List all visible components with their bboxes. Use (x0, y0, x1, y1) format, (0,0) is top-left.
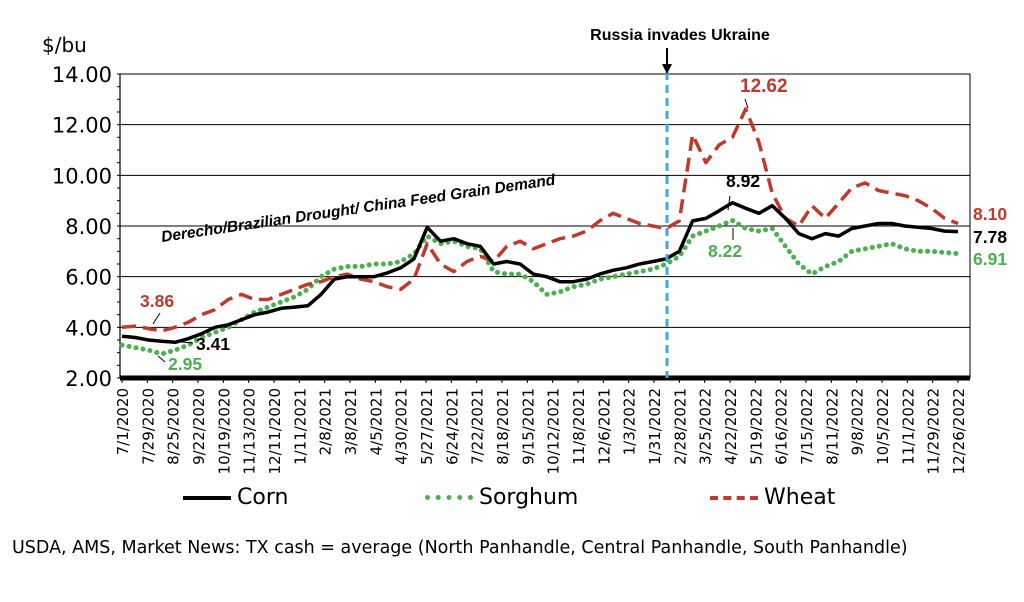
point-label: 3.86 (140, 291, 174, 311)
point-label: 6.91 (973, 249, 1007, 269)
event-line-label: Russia invades Ukraine (590, 27, 770, 44)
series-lines (119, 107, 961, 357)
x-tick-label: 7/1/2020 (114, 388, 132, 455)
price-chart: $/bu 2.00 4.00 6.00 8.00 10.00 12.00 14.00 7/1… (42, 27, 1007, 474)
legend-wheat-label: Wheat (764, 485, 836, 510)
x-tick-label: 2/8/2021 (317, 388, 335, 455)
point-label: 3.41 (196, 334, 230, 354)
x-tick-label: 3/8/2021 (342, 388, 360, 455)
point-label: 7.78 (973, 227, 1007, 247)
point-label: 12.62 (740, 76, 788, 97)
x-tick-label: 11/13/2020 (241, 388, 259, 474)
point-label: 8.22 (708, 241, 742, 261)
x-tick-label: 5/19/2022 (747, 388, 765, 465)
leader-line (152, 312, 161, 325)
x-tick-label: 10/5/2022 (874, 388, 892, 465)
y-tick-label: 14.00 (52, 63, 112, 87)
y-tick-label: 8.00 (65, 215, 112, 239)
x-tick-label: 11/8/2021 (570, 388, 588, 465)
y-axis-unit-label: $/bu (42, 33, 87, 57)
x-tick-label: 4/30/2021 (393, 388, 411, 465)
x-tick-label: 10/12/2021 (545, 388, 563, 474)
legend-sorghum-label: Sorghum (479, 485, 579, 510)
y-tick-label: 12.00 (52, 114, 112, 138)
x-tick-label: 4/5/2021 (367, 388, 385, 455)
point-label: 8.92 (726, 171, 760, 191)
x-tick-label: 2/28/2021 (671, 388, 689, 465)
series-line-corn (121, 200, 959, 345)
legend-wheat: Wheat (710, 485, 835, 510)
leader-line (157, 355, 166, 363)
event-arrow-head (662, 64, 672, 74)
x-tick-label: 12/26/2022 (950, 388, 968, 474)
legend-sorghum: Sorghum (425, 485, 578, 510)
series-line-sorghum (119, 217, 961, 357)
leader-line (744, 98, 749, 109)
leader-line (727, 195, 731, 211)
curve-annotation: Derecho/Brazilian Drought/ China Feed Gr… (160, 172, 557, 246)
x-tick-label: 3/25/2022 (697, 388, 715, 465)
x-tick-label: 8/25/2020 (165, 388, 183, 465)
legend-wheat-swatch (710, 495, 758, 500)
point-label: 2.95 (168, 354, 202, 374)
x-tick-label: 11/29/2022 (925, 388, 943, 474)
x-tick-label: 11/1/2022 (899, 388, 917, 465)
legend-sorghum-swatch (425, 495, 473, 500)
x-tick-label: 12/11/2020 (266, 388, 284, 474)
y-tick-label: 6.00 (65, 266, 112, 290)
gridlines (117, 73, 971, 381)
legend: Corn Sorghum Wheat (0, 485, 1024, 515)
legend-corn-label: Corn (237, 485, 289, 510)
x-tick-label: 7/22/2021 (469, 388, 487, 465)
x-tick-label: 7/29/2020 (139, 388, 157, 465)
y-axis-ticks: 2.00 4.00 6.00 8.00 10.00 12.00 14.00 (52, 63, 112, 391)
x-tick-label: 10/19/2020 (215, 388, 233, 474)
x-tick-label: 4/22/2022 (722, 388, 740, 465)
x-tick-label: 6/24/2021 (443, 388, 461, 465)
legend-corn: Corn (183, 485, 288, 510)
y-tick-label: 2.00 (65, 367, 112, 391)
leader-line (169, 340, 194, 344)
x-tick-label: 8/18/2021 (494, 388, 512, 465)
x-tick-label: 9/8/2022 (849, 388, 867, 455)
x-tick-label: 5/27/2021 (418, 388, 436, 465)
x-tick-label: 6/16/2022 (773, 388, 791, 465)
x-tick-label: 7/15/2022 (798, 388, 816, 465)
x-tick-label: 1/11/2021 (291, 388, 309, 465)
x-tick-label: 8/11/2022 (823, 388, 841, 465)
source-note: USDA, AMS, Market News: TX cash = averag… (12, 538, 908, 558)
x-tick-label: 1/3/2022 (621, 388, 639, 455)
y-tick-label: 4.00 (65, 316, 112, 340)
point-labels: 3.86 3.412.95 12.62 8.92 8.22 8.10 7.786.91 (140, 76, 1007, 374)
y-tick-label: 10.00 (52, 164, 112, 188)
x-tick-label: 9/15/2021 (519, 388, 537, 465)
x-tick-label: 1/31/2022 (646, 388, 664, 465)
point-label: 8.10 (973, 204, 1007, 224)
legend-corn-swatch (183, 495, 231, 500)
x-tick-label: 9/22/2020 (190, 388, 208, 465)
series-line-wheat (121, 107, 959, 333)
x-tick-label: 12/6/2021 (595, 388, 613, 465)
x-axis-ticks: 7/1/2020 7/29/2020 8/25/2020 9/22/2020 10/19… (114, 378, 968, 474)
